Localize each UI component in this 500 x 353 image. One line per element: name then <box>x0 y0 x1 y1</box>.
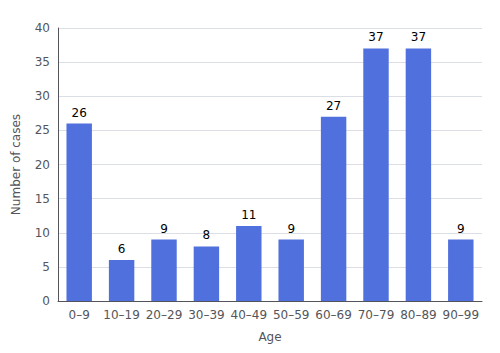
svg-text:20: 20 <box>35 158 50 172</box>
svg-text:25: 25 <box>35 123 50 137</box>
svg-text:35: 35 <box>35 55 50 69</box>
svg-text:Age: Age <box>258 330 281 344</box>
svg-text:0–9: 0–9 <box>69 308 90 322</box>
svg-text:90–99: 90–99 <box>443 308 480 322</box>
svg-text:5: 5 <box>42 260 50 274</box>
svg-text:70–79: 70–79 <box>358 308 395 322</box>
svg-text:9: 9 <box>160 222 168 236</box>
svg-text:60–69: 60–69 <box>315 308 352 322</box>
svg-text:30–39: 30–39 <box>188 308 225 322</box>
svg-text:80–89: 80–89 <box>400 308 437 322</box>
svg-text:26: 26 <box>72 106 87 120</box>
svg-text:37: 37 <box>411 30 426 44</box>
svg-text:10: 10 <box>35 226 50 240</box>
svg-text:30: 30 <box>35 89 50 103</box>
svg-text:27: 27 <box>326 99 341 113</box>
svg-text:40: 40 <box>35 21 50 35</box>
svg-text:40–49: 40–49 <box>231 308 268 322</box>
svg-text:9: 9 <box>457 222 465 236</box>
svg-text:20–29: 20–29 <box>146 308 183 322</box>
svg-text:50–59: 50–59 <box>273 308 310 322</box>
svg-text:11: 11 <box>241 208 256 222</box>
svg-text:0: 0 <box>42 294 50 308</box>
svg-text:Number of cases: Number of cases <box>9 114 23 215</box>
svg-text:37: 37 <box>368 30 383 44</box>
svg-text:8: 8 <box>203 228 211 242</box>
svg-text:10–19: 10–19 <box>103 308 140 322</box>
svg-text:15: 15 <box>35 192 50 206</box>
svg-text:6: 6 <box>118 242 126 256</box>
svg-text:9: 9 <box>287 222 295 236</box>
